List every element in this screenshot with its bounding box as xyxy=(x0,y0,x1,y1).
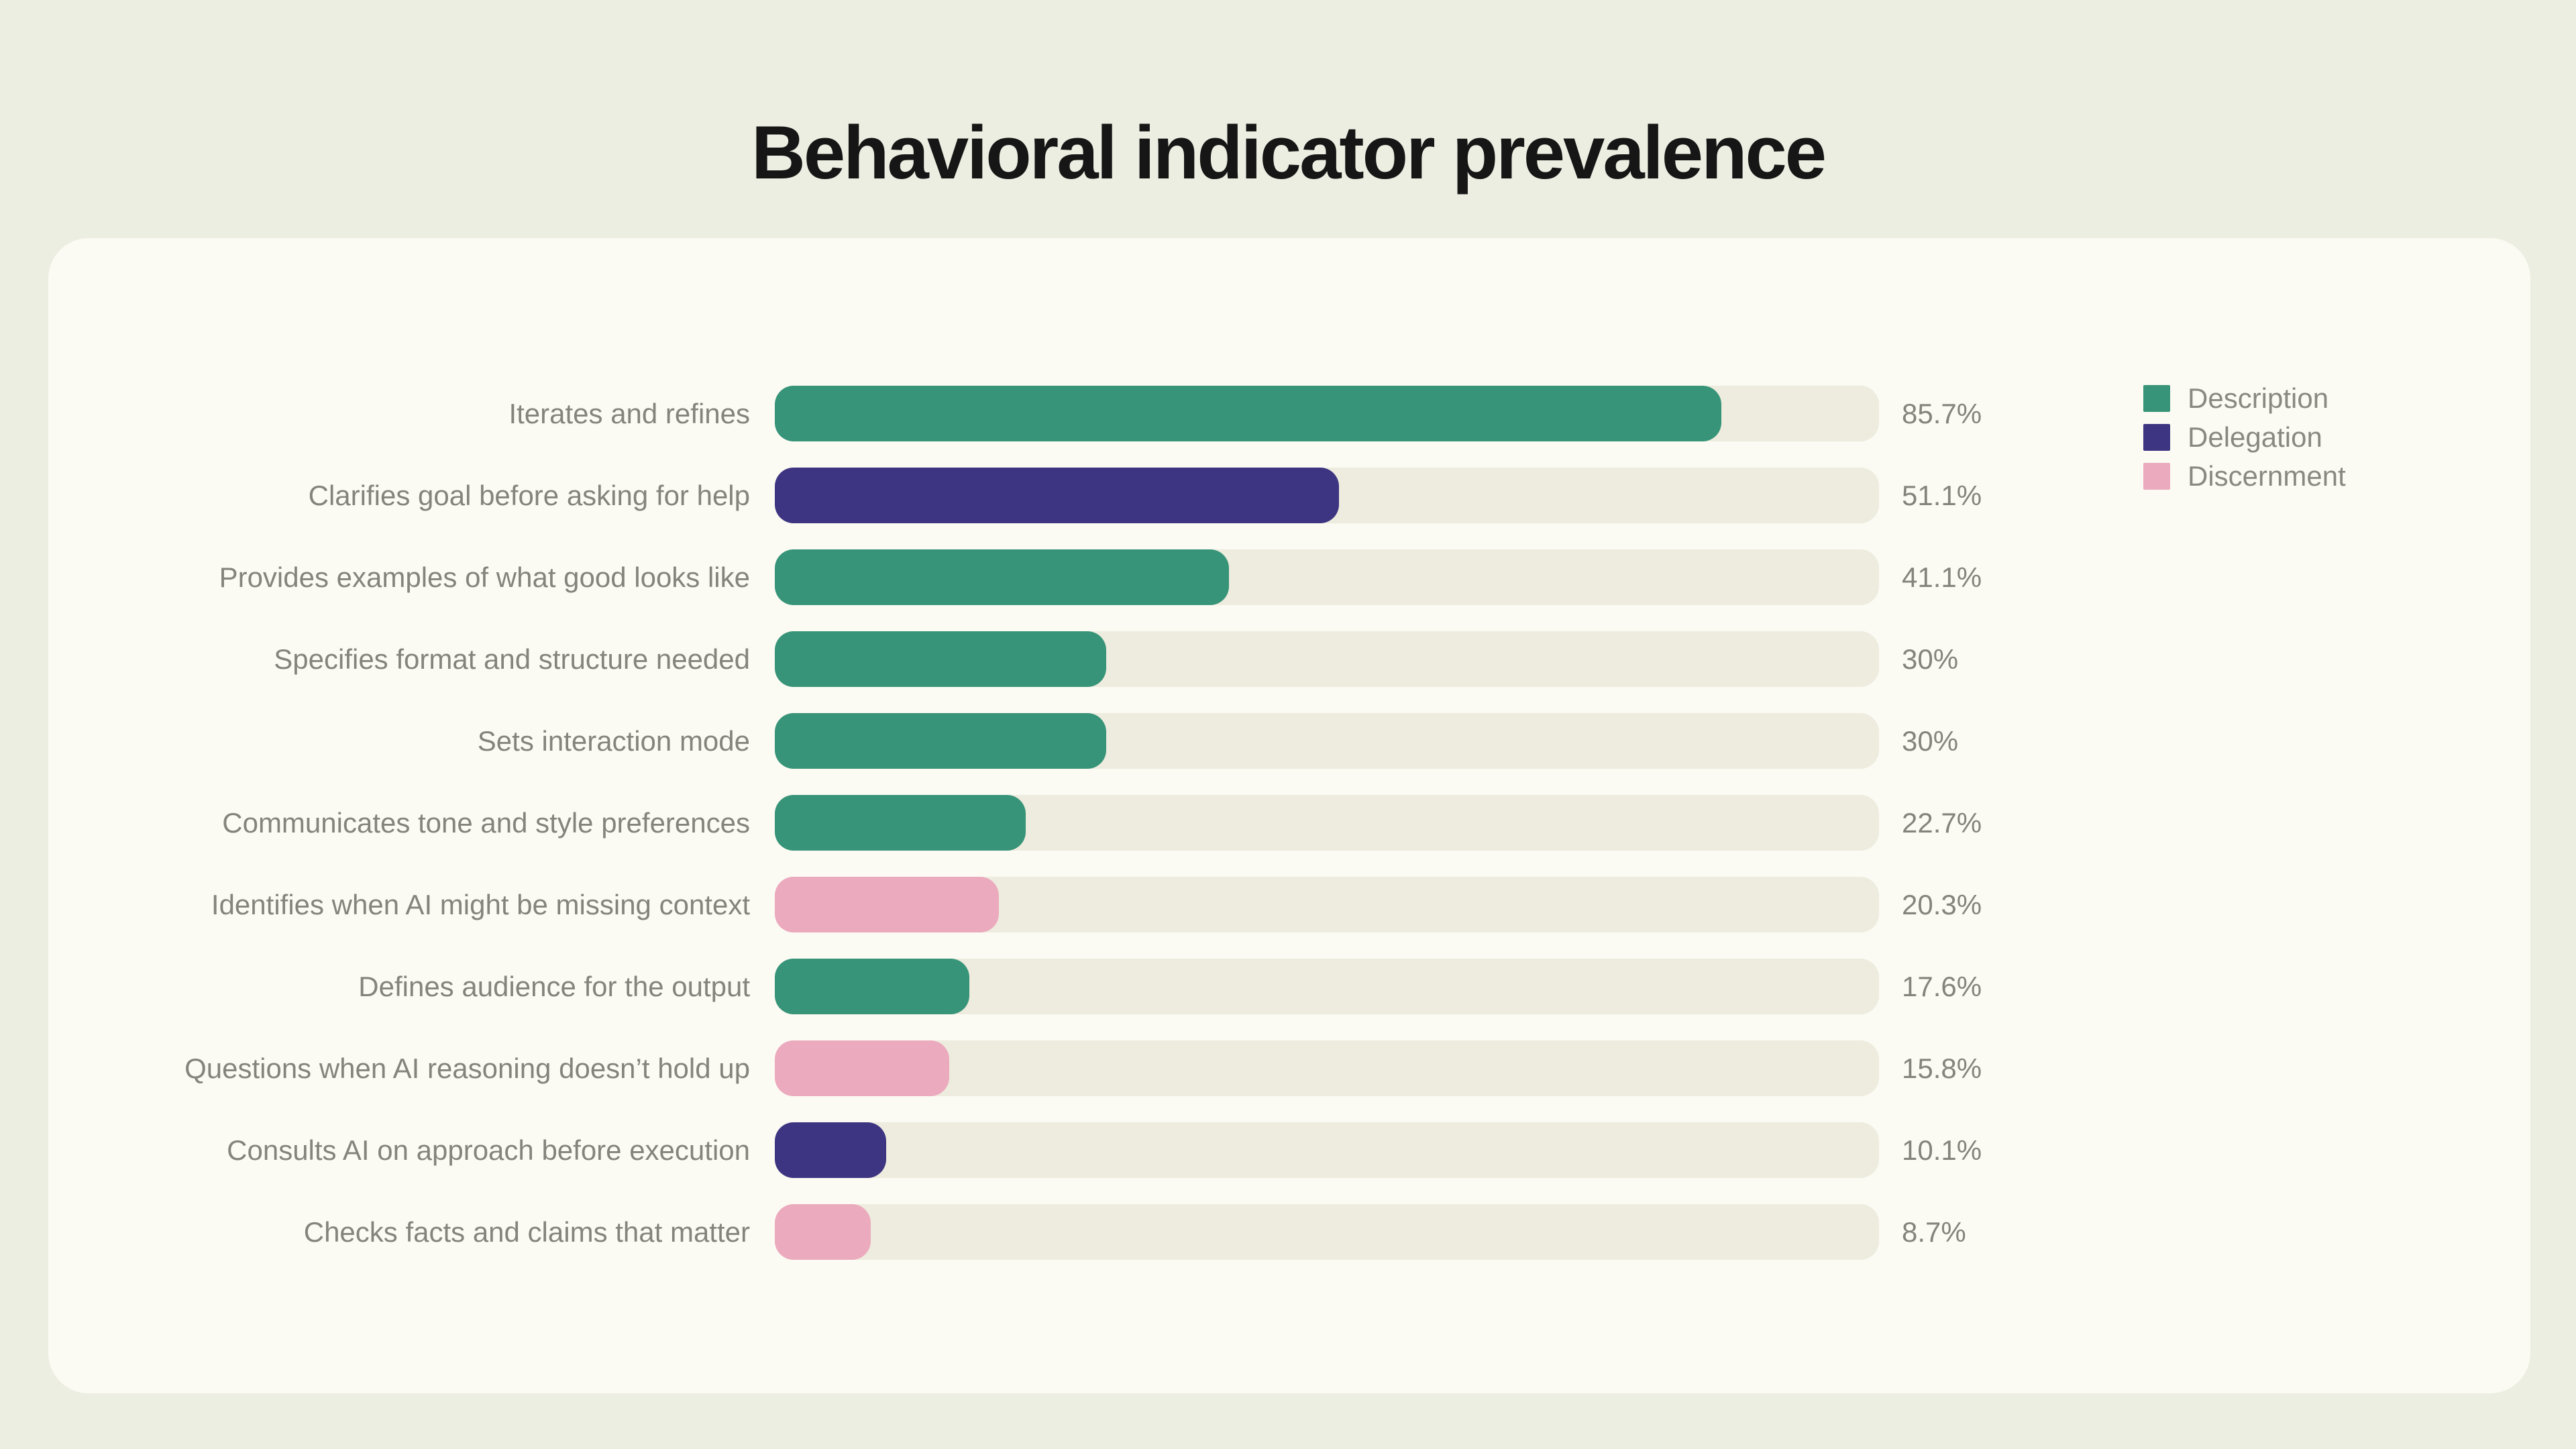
row-value: 41.1% xyxy=(1902,561,1982,593)
row-label: Clarifies goal before asking for help xyxy=(308,479,750,511)
row-value: 17.6% xyxy=(1902,970,1982,1002)
bar-track xyxy=(775,631,1879,687)
chart-row: Specifies format and structure needed 30… xyxy=(48,631,2530,687)
legend-swatch-discernment xyxy=(2143,463,2170,490)
row-value: 22.7% xyxy=(1902,806,1982,839)
bar-fill xyxy=(775,549,1229,605)
bar-track xyxy=(775,713,1879,769)
chart-row: Provides examples of what good looks lik… xyxy=(48,549,2530,605)
chart-row: Identifies when AI might be missing cont… xyxy=(48,877,2530,932)
chart-row: Consults AI on approach before execution… xyxy=(48,1122,2530,1178)
row-value: 30% xyxy=(1902,724,1959,757)
legend-item-delegation: Delegation xyxy=(2143,421,2346,453)
bar-track xyxy=(775,1040,1879,1096)
row-label: Consults AI on approach before execution xyxy=(227,1134,750,1166)
bar-track xyxy=(775,795,1879,851)
bar-track xyxy=(775,1122,1879,1178)
bar-track xyxy=(775,386,1879,441)
row-value: 85.7% xyxy=(1902,397,1982,429)
chart-row: Defines audience for the output 17.6% xyxy=(48,959,2530,1014)
chart-row: Clarifies goal before asking for help 51… xyxy=(48,468,2530,523)
chart-row: Questions when AI reasoning doesn’t hold… xyxy=(48,1040,2530,1096)
bar-track xyxy=(775,468,1879,523)
legend-item-description: Description xyxy=(2143,382,2346,414)
legend-label: Delegation xyxy=(2188,421,2322,453)
chart-row: Iterates and refines 85.7% xyxy=(48,386,2530,441)
row-label: Defines audience for the output xyxy=(358,970,750,1002)
bar-fill xyxy=(775,386,1721,441)
bar-fill xyxy=(775,795,1026,851)
row-value: 51.1% xyxy=(1902,479,1982,511)
row-label: Specifies format and structure needed xyxy=(274,643,750,675)
page-title: Behavioral indicator prevalence xyxy=(751,111,1827,195)
legend: Description Delegation Discernment xyxy=(2143,382,2346,492)
row-value: 10.1% xyxy=(1902,1134,1982,1166)
row-label: Iterates and refines xyxy=(508,397,750,429)
bar-fill xyxy=(775,959,969,1014)
chart-row: Communicates tone and style preferences … xyxy=(48,795,2530,851)
row-label: Communicates tone and style preferences xyxy=(222,806,750,839)
bar-fill xyxy=(775,1122,887,1178)
row-value: 30% xyxy=(1902,643,1959,675)
chart-row: Checks facts and claims that matter 8.7% xyxy=(48,1204,2530,1260)
bar-chart: Iterates and refines 85.7% Clarifies goa… xyxy=(48,386,2530,1260)
legend-label: Discernment xyxy=(2188,460,2346,492)
legend-item-discernment: Discernment xyxy=(2143,460,2346,492)
bar-track xyxy=(775,959,1879,1014)
chart-row: Sets interaction mode 30% xyxy=(48,713,2530,769)
row-label: Questions when AI reasoning doesn’t hold… xyxy=(184,1052,750,1084)
row-label: Identifies when AI might be missing cont… xyxy=(211,888,750,920)
bar-fill xyxy=(775,1204,871,1260)
bar-track xyxy=(775,549,1879,605)
legend-swatch-delegation xyxy=(2143,424,2170,451)
bar-fill xyxy=(775,468,1340,523)
legend-swatch-description xyxy=(2143,385,2170,412)
row-value: 8.7% xyxy=(1902,1216,1966,1248)
chart-card: Iterates and refines 85.7% Clarifies goa… xyxy=(48,238,2530,1393)
row-label: Sets interaction mode xyxy=(477,724,750,757)
bar-track xyxy=(775,877,1879,932)
bar-fill xyxy=(775,631,1106,687)
row-label: Provides examples of what good looks lik… xyxy=(219,561,750,593)
bar-fill xyxy=(775,877,1000,932)
bar-fill xyxy=(775,713,1106,769)
legend-label: Description xyxy=(2188,382,2329,414)
row-value: 15.8% xyxy=(1902,1052,1982,1084)
row-label: Checks facts and claims that matter xyxy=(303,1216,750,1248)
row-value: 20.3% xyxy=(1902,888,1982,920)
bar-track xyxy=(775,1204,1879,1260)
bar-fill xyxy=(775,1040,950,1096)
